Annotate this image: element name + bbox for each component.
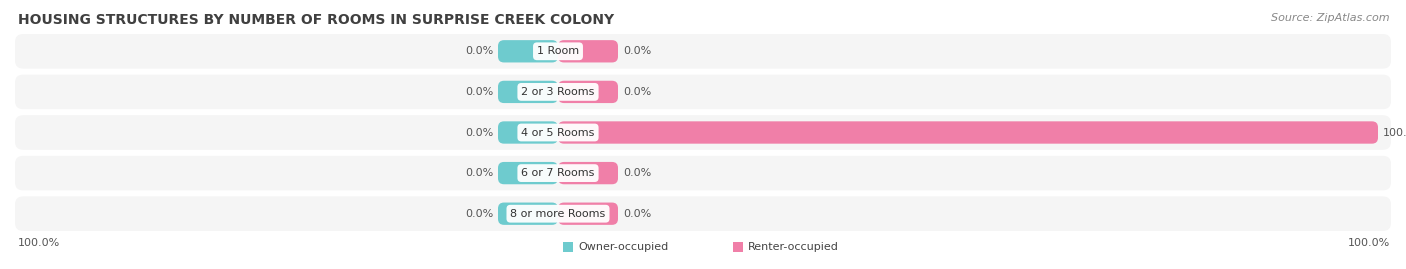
Text: Owner-occupied: Owner-occupied: [578, 242, 668, 252]
Text: 4 or 5 Rooms: 4 or 5 Rooms: [522, 128, 595, 137]
Text: 1 Room: 1 Room: [537, 46, 579, 56]
FancyBboxPatch shape: [498, 81, 558, 103]
Text: Renter-occupied: Renter-occupied: [748, 242, 839, 252]
Text: 2 or 3 Rooms: 2 or 3 Rooms: [522, 87, 595, 97]
FancyBboxPatch shape: [558, 203, 619, 225]
FancyBboxPatch shape: [558, 40, 619, 62]
FancyBboxPatch shape: [498, 203, 558, 225]
FancyBboxPatch shape: [15, 115, 1391, 150]
FancyBboxPatch shape: [15, 75, 1391, 109]
Text: 6 or 7 Rooms: 6 or 7 Rooms: [522, 168, 595, 178]
Text: 0.0%: 0.0%: [465, 87, 494, 97]
Text: HOUSING STRUCTURES BY NUMBER OF ROOMS IN SURPRISE CREEK COLONY: HOUSING STRUCTURES BY NUMBER OF ROOMS IN…: [18, 13, 614, 27]
Text: 0.0%: 0.0%: [465, 46, 494, 56]
Text: 0.0%: 0.0%: [623, 87, 651, 97]
Text: Source: ZipAtlas.com: Source: ZipAtlas.com: [1271, 13, 1391, 23]
Text: 100.0%: 100.0%: [1348, 238, 1391, 248]
FancyBboxPatch shape: [498, 40, 558, 62]
FancyBboxPatch shape: [558, 81, 619, 103]
FancyBboxPatch shape: [558, 162, 619, 184]
FancyBboxPatch shape: [15, 196, 1391, 231]
Text: 0.0%: 0.0%: [465, 209, 494, 219]
FancyBboxPatch shape: [498, 162, 558, 184]
FancyBboxPatch shape: [562, 242, 574, 252]
Text: 0.0%: 0.0%: [465, 168, 494, 178]
Text: 8 or more Rooms: 8 or more Rooms: [510, 209, 606, 219]
FancyBboxPatch shape: [15, 34, 1391, 69]
Text: 0.0%: 0.0%: [623, 168, 651, 178]
Text: 0.0%: 0.0%: [465, 128, 494, 137]
Text: 0.0%: 0.0%: [623, 209, 651, 219]
Text: 0.0%: 0.0%: [623, 46, 651, 56]
FancyBboxPatch shape: [733, 242, 742, 252]
Text: 100.0%: 100.0%: [1384, 128, 1406, 137]
FancyBboxPatch shape: [558, 121, 1378, 144]
FancyBboxPatch shape: [15, 156, 1391, 190]
FancyBboxPatch shape: [498, 121, 558, 144]
Text: 100.0%: 100.0%: [18, 238, 60, 248]
